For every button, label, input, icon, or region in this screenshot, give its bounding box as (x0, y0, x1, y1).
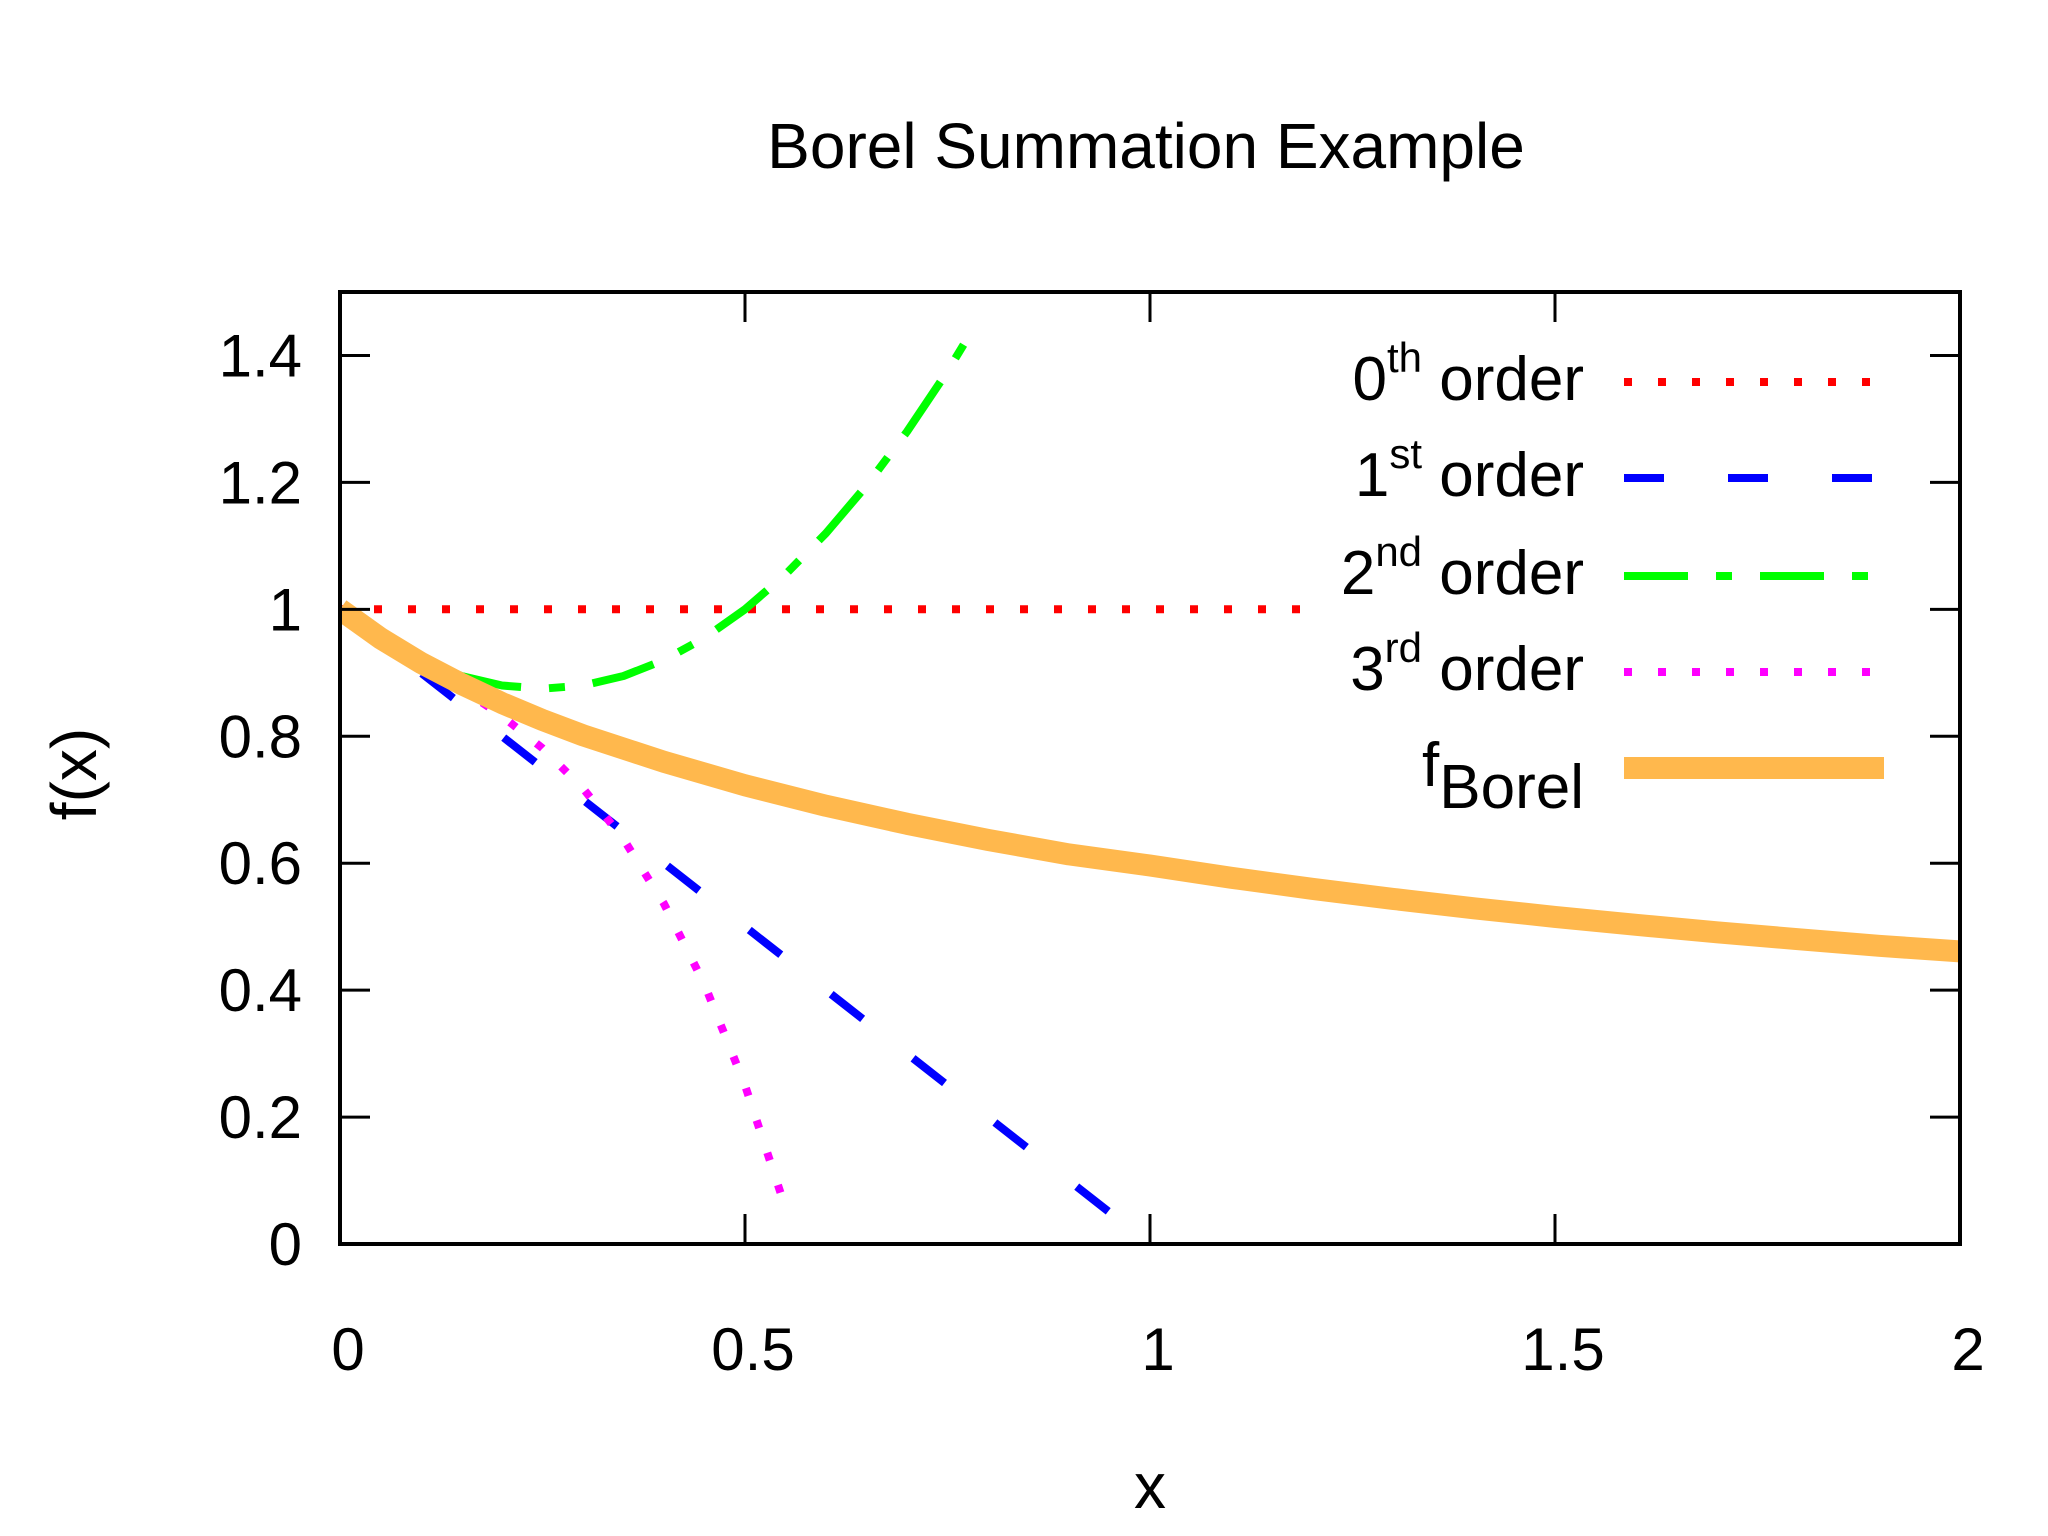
y-tick-label: 1.4 (219, 322, 302, 389)
legend-label: 0th order (1353, 334, 1584, 414)
y-tick-label: 1 (269, 576, 302, 643)
series-line-1 (340, 606, 1112, 1216)
series-line-3 (340, 606, 790, 1210)
axis-ticks: 0 0.5 1 1.5 2 0 0.2 0.4 0.6 0.8 1 1.2 1.4 (219, 292, 1985, 1383)
series-line-2 (340, 329, 976, 693)
y-tick-label: 0.2 (219, 1084, 302, 1151)
legend-label: fBorel (1422, 731, 1584, 822)
x-tick-label: 2 (1951, 1316, 1984, 1383)
y-tick-label: 0.4 (219, 957, 302, 1024)
x-axis-label: x (1134, 1450, 1166, 1522)
x-tick-label: 0.5 (711, 1316, 794, 1383)
legend: 0th order 1st order 2nd order 3rd order fBor… (1341, 334, 1884, 822)
legend-item: fBorel (1422, 731, 1884, 822)
y-axis-label: f(x) (38, 728, 110, 820)
series-line-4 (340, 600, 1960, 963)
legend-label: 1st order (1355, 430, 1584, 510)
legend-label: 2nd order (1341, 528, 1584, 608)
x-tick-label: 1 (1141, 1316, 1174, 1383)
x-tick-label: 1.5 (1521, 1316, 1604, 1383)
legend-label: 3rd order (1350, 624, 1584, 704)
x-tick-label: 0 (331, 1316, 364, 1383)
y-tick-label: 0.8 (219, 703, 302, 770)
legend-item: 1st order (1355, 430, 1884, 510)
y-tick-label: 0.6 (219, 830, 302, 897)
y-tick-label: 1.2 (219, 449, 302, 516)
legend-item: 3rd order (1350, 624, 1884, 704)
series-group (340, 329, 1960, 1216)
legend-item: 0th order (1353, 334, 1884, 414)
legend-item: 2nd order (1341, 528, 1884, 608)
chart-title: Borel Summation Example (767, 110, 1525, 182)
y-tick-label: 0 (269, 1211, 302, 1278)
